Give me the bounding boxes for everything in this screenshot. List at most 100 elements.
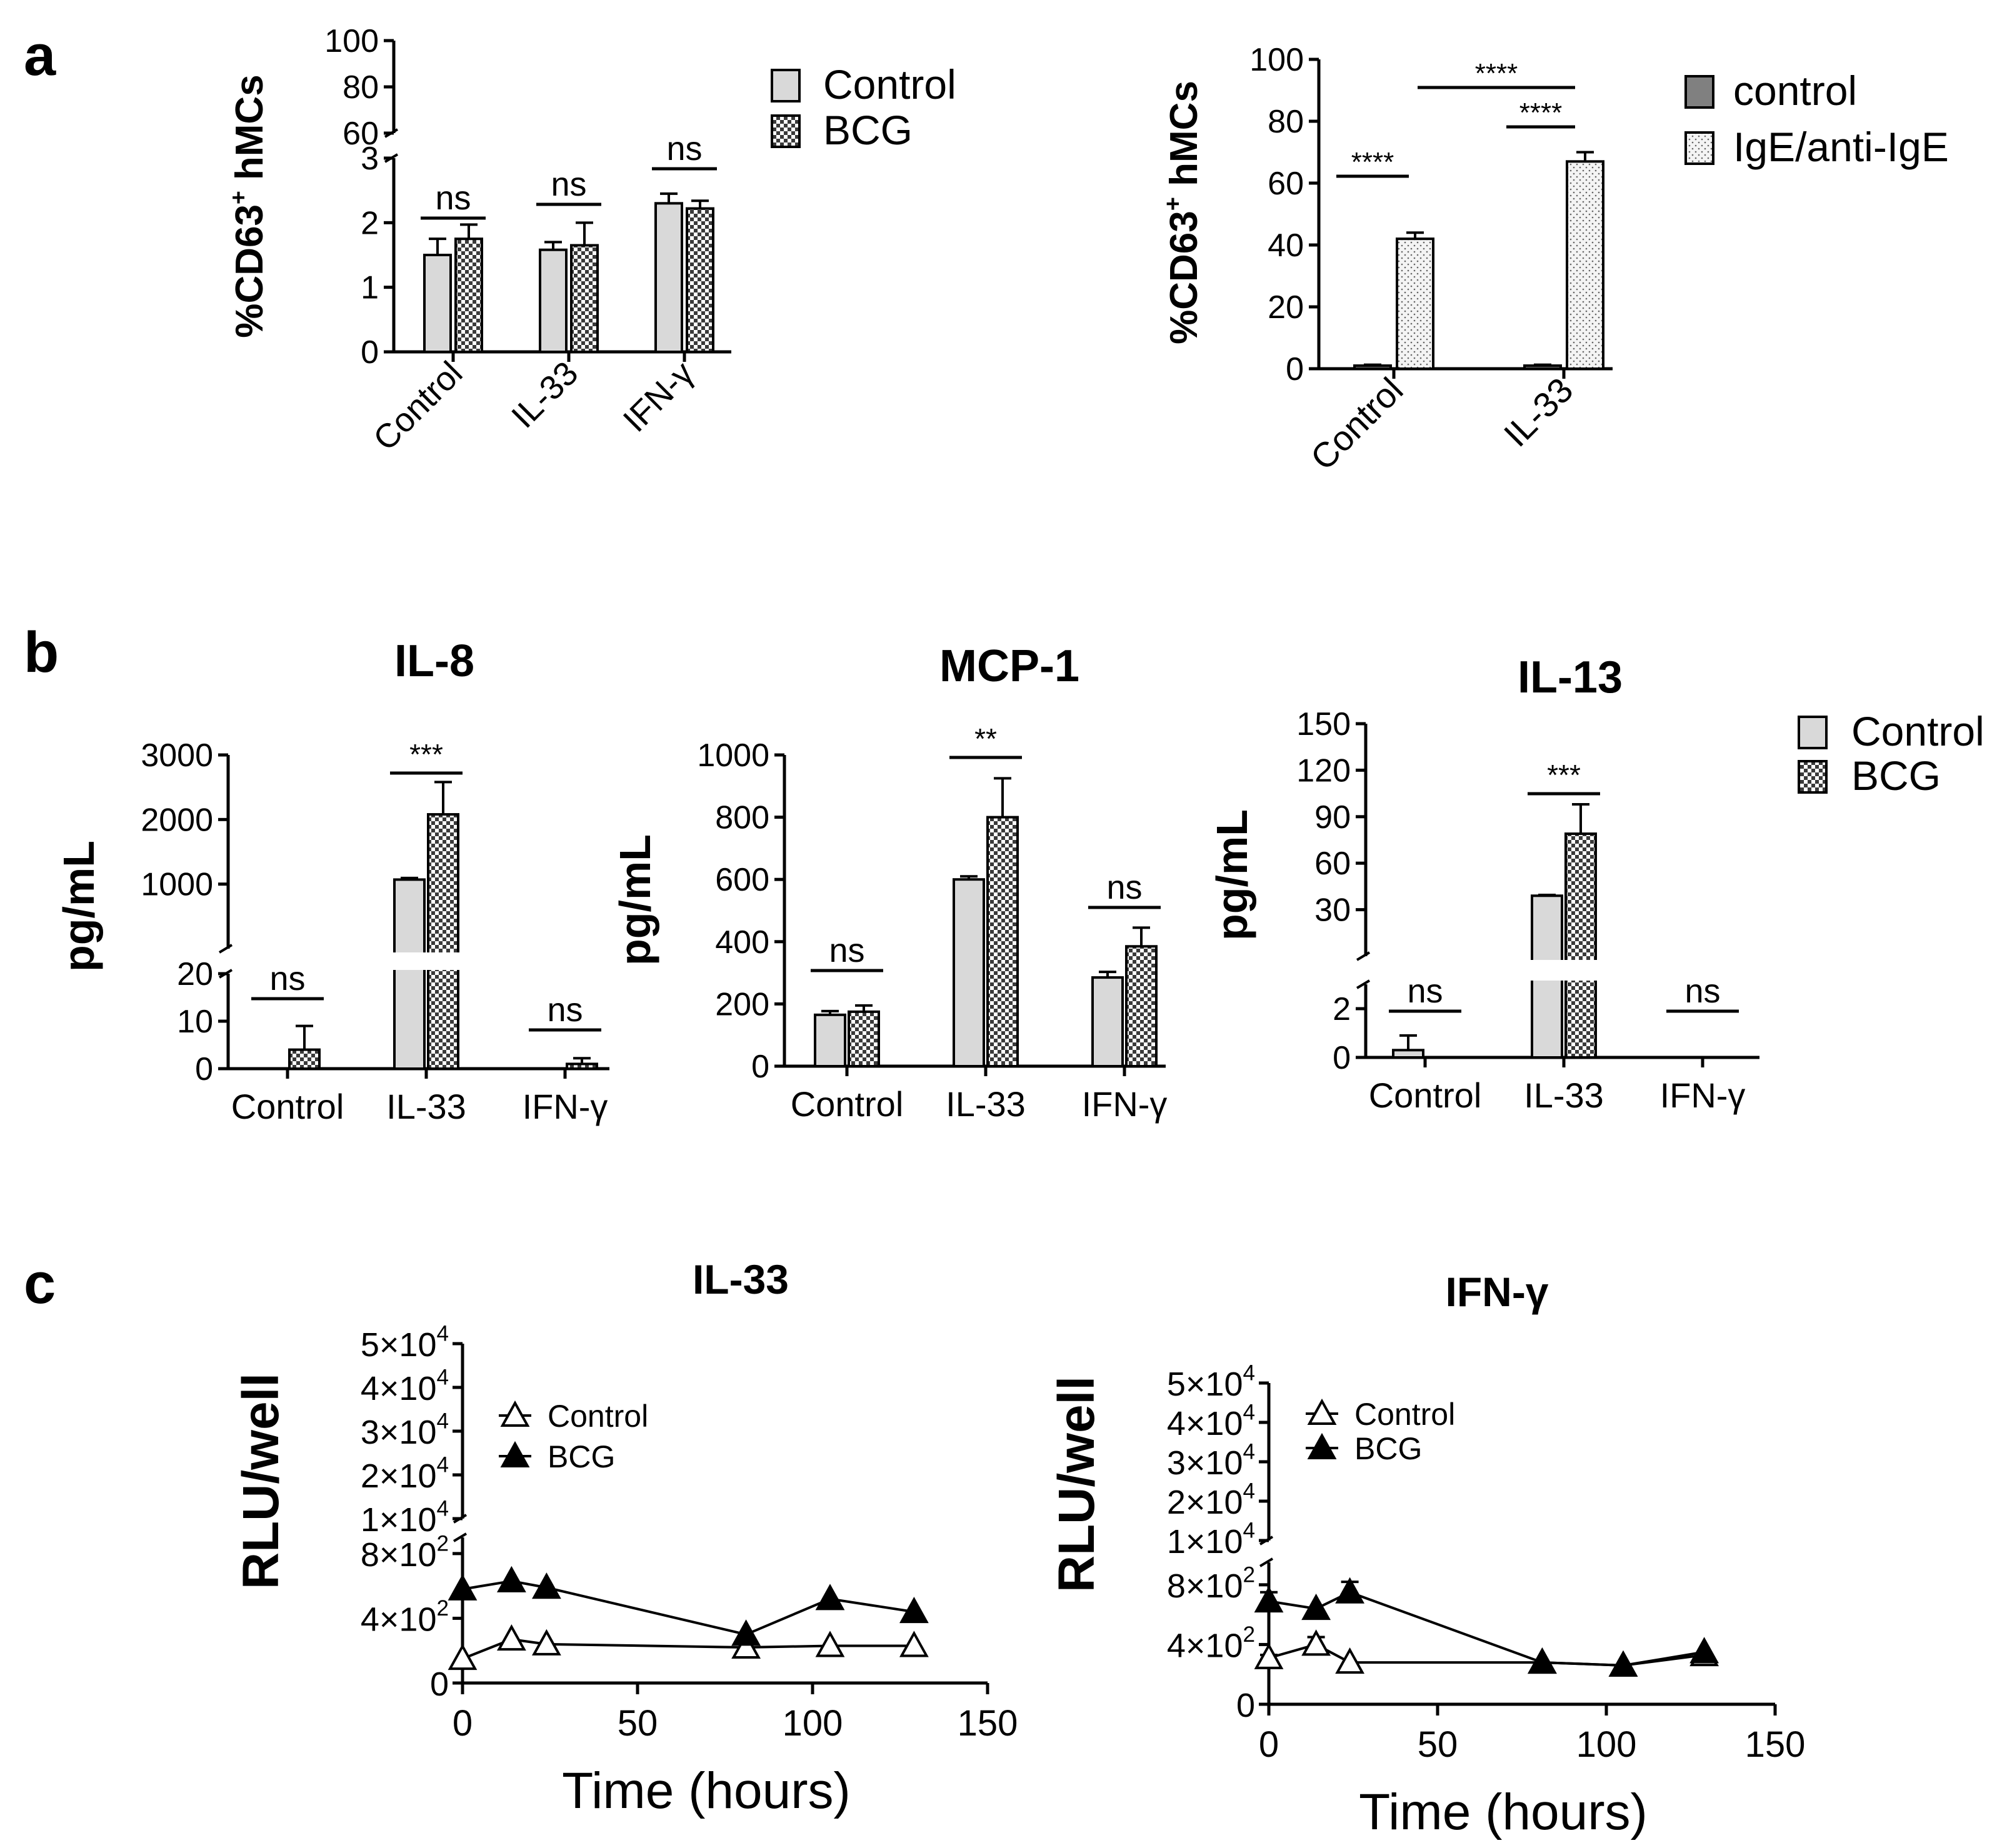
y-tick-label-exp: 2 [1243, 1622, 1255, 1647]
bar-control [1392, 1049, 1424, 1059]
y-tick-label-exp: 2 [1243, 1563, 1255, 1587]
y-tick-label: 120 [1296, 752, 1351, 789]
bar-control [423, 254, 452, 353]
significance-label: ns [1106, 869, 1142, 906]
y-tick-label: 1×104 [1167, 1519, 1255, 1561]
y-tick-label-exp: 2 [436, 1596, 449, 1621]
bar-bcg [566, 1062, 598, 1071]
axis-break-gap [398, 137, 735, 154]
y-tick-label: 90 [1314, 799, 1351, 836]
legend-swatch [1798, 716, 1828, 749]
y-tick-label: 100 [1249, 42, 1304, 78]
y-tick-label: 0 [751, 1049, 769, 1085]
y-tick-label: 8×102 [361, 1532, 449, 1574]
y-tick-label-exp: 4 [436, 1366, 449, 1390]
y-tick-label: 5×104 [1167, 1361, 1255, 1403]
data-point-bcg [1689, 1637, 1719, 1664]
y-tick-label: 80 [343, 69, 379, 106]
x-category-label: IFN-γ [1082, 1084, 1168, 1124]
data-point-bcg [497, 1566, 526, 1592]
data-point-bcg [448, 1574, 478, 1601]
y-tick-label: 2 [361, 205, 379, 241]
y-tick-label: 4×102 [361, 1596, 449, 1638]
bar-control [1523, 364, 1562, 370]
y-tick-label: 10 [177, 1004, 213, 1040]
y-tick-label: 150 [1296, 706, 1351, 742]
y-tick-label: 1000 [141, 867, 213, 903]
y-tick-label: 0 [1286, 351, 1304, 387]
y-tick-label-exp: 2 [436, 1532, 449, 1556]
chart-il8: 0 10 20 1000 2000 3000 Control IL-33 IFN-γ pg/mL I… [54, 636, 613, 1126]
y-tick-label: 3 [361, 141, 379, 177]
legend-label: Control [823, 61, 956, 107]
axis-break-gap [232, 952, 613, 970]
y-tick-label: 30 [1314, 892, 1351, 929]
y-tick-label-exp: 4 [1243, 1479, 1255, 1504]
legend-swatch [1798, 760, 1828, 794]
legend-marker [1307, 1432, 1337, 1459]
y-tick-label: 0 [1236, 1687, 1255, 1724]
y-axis-label: %CD63+ hMCs [225, 74, 271, 337]
bar-bcg [1564, 832, 1597, 1059]
series-line-bcg [462, 1579, 914, 1636]
y-tick-label-base: 1×10 [361, 1501, 437, 1539]
y-tick-label: 4×104 [1167, 1401, 1255, 1442]
bar-bcg [427, 813, 459, 1070]
y-tick-label-exp: 4 [436, 1409, 449, 1434]
data-point-control [1301, 1629, 1331, 1656]
x-category-label: Control [231, 1087, 344, 1126]
x-category-label: IL-33 [386, 1087, 466, 1126]
significance-label: ns [1407, 972, 1443, 1010]
x-category-label: IL-33 [1524, 1076, 1604, 1115]
y-tick-label: 60 [1268, 166, 1304, 202]
y-tick-label-exp: 4 [436, 1453, 449, 1477]
y-tick-label-base: 3×10 [1167, 1444, 1243, 1482]
data-point-bcg [1335, 1577, 1364, 1604]
x-tick-label: 100 [783, 1703, 843, 1744]
y-tick-label: 800 [715, 800, 769, 836]
x-axis-label: Time (hours) [562, 1762, 851, 1819]
legend-marker [1307, 1398, 1337, 1425]
legend-label: Control [1354, 1397, 1455, 1432]
axis-break-mark [384, 128, 399, 138]
y-tick-label: 1 [361, 270, 379, 306]
y-tick-label-base: 0 [430, 1666, 449, 1703]
data-point-bcg [1528, 1647, 1557, 1674]
bar-bcg [288, 1048, 321, 1070]
y-axis-label: RLU/well [233, 1373, 289, 1589]
legend-swatch [771, 114, 801, 148]
panel-label-a: a [24, 24, 56, 87]
x-tick-label: 100 [1576, 1724, 1637, 1765]
x-category-label: Control [1369, 1076, 1482, 1115]
y-tick-label: 20 [177, 956, 213, 992]
y-tick-label-base: 4×10 [1167, 1627, 1243, 1664]
y-label-sup: + [225, 191, 251, 204]
legend-label: IgE/anti-IgE [1733, 124, 1949, 170]
axis-break-mark [1259, 1557, 1274, 1567]
y-tick-label: 600 [715, 862, 769, 898]
chart-title: MCP-1 [939, 641, 1079, 691]
bar-control [654, 202, 683, 354]
significance-label: ** [974, 722, 997, 755]
significance-label: **** [1475, 58, 1518, 89]
data-point-control [532, 1629, 561, 1656]
data-point-control [497, 1624, 526, 1651]
y-axis-label: pg/mL [1208, 809, 1256, 941]
y-tick-label: 2 [1333, 991, 1351, 1027]
significance-label: **** [1519, 97, 1563, 128]
significance-label: *** [1547, 759, 1581, 791]
y-tick-label: 1×104 [361, 1497, 449, 1539]
significance-label: **** [1351, 147, 1394, 177]
x-tick-label: 150 [1745, 1724, 1806, 1765]
legend-label: BCG [823, 107, 913, 153]
axis-break-mark [1356, 979, 1371, 989]
y-axis-label: pg/mL [54, 841, 103, 972]
legend-swatch [1684, 131, 1714, 165]
bar-control [953, 878, 985, 1067]
chart-rlu-il33: 0 50 100 15004×1028×1021×1042×1043×1044×104… [233, 1256, 1018, 1819]
x-category-label: IL-33 [946, 1084, 1026, 1124]
data-point-control [899, 1631, 929, 1657]
legend-marker [500, 1400, 530, 1427]
bar-control [1091, 976, 1124, 1067]
x-tick-label: 50 [618, 1703, 658, 1744]
